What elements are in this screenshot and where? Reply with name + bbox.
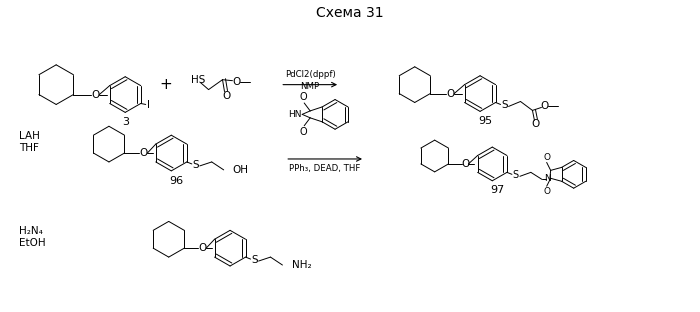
Text: NH₂: NH₂: [293, 260, 312, 270]
Text: 3: 3: [122, 117, 129, 127]
Text: S: S: [501, 100, 508, 110]
Text: EtOH: EtOH: [20, 238, 46, 248]
Text: O: O: [223, 90, 230, 100]
Text: O: O: [232, 77, 241, 87]
Text: 95: 95: [478, 116, 492, 126]
Text: O: O: [543, 153, 550, 162]
Text: O: O: [139, 148, 148, 158]
Text: THF: THF: [20, 143, 39, 153]
Text: O: O: [300, 92, 307, 102]
Text: Схема 31: Схема 31: [316, 6, 384, 20]
Text: I: I: [147, 100, 150, 110]
Text: O: O: [300, 127, 307, 137]
Text: O: O: [531, 119, 540, 129]
Text: OH: OH: [232, 165, 248, 175]
Text: 97: 97: [490, 185, 505, 195]
Text: S: S: [251, 255, 258, 265]
Text: HS: HS: [190, 75, 205, 85]
Text: O: O: [198, 243, 206, 253]
Text: 96: 96: [169, 176, 183, 186]
Text: N: N: [545, 174, 551, 183]
Text: S: S: [193, 160, 199, 170]
Text: HN: HN: [288, 110, 302, 119]
Text: O: O: [543, 187, 550, 196]
Text: O: O: [91, 90, 99, 100]
Text: PdCl2(dppf): PdCl2(dppf): [285, 70, 335, 79]
Text: LAH: LAH: [20, 131, 40, 141]
Text: PPh₃, DEAD, THF: PPh₃, DEAD, THF: [289, 164, 360, 173]
Text: O: O: [446, 89, 454, 99]
Text: O: O: [461, 159, 470, 169]
Text: O: O: [540, 101, 549, 111]
Text: +: +: [160, 77, 172, 92]
Text: H₂N₄: H₂N₄: [20, 226, 43, 236]
Text: NMP: NMP: [300, 82, 320, 91]
Text: S: S: [513, 170, 519, 180]
